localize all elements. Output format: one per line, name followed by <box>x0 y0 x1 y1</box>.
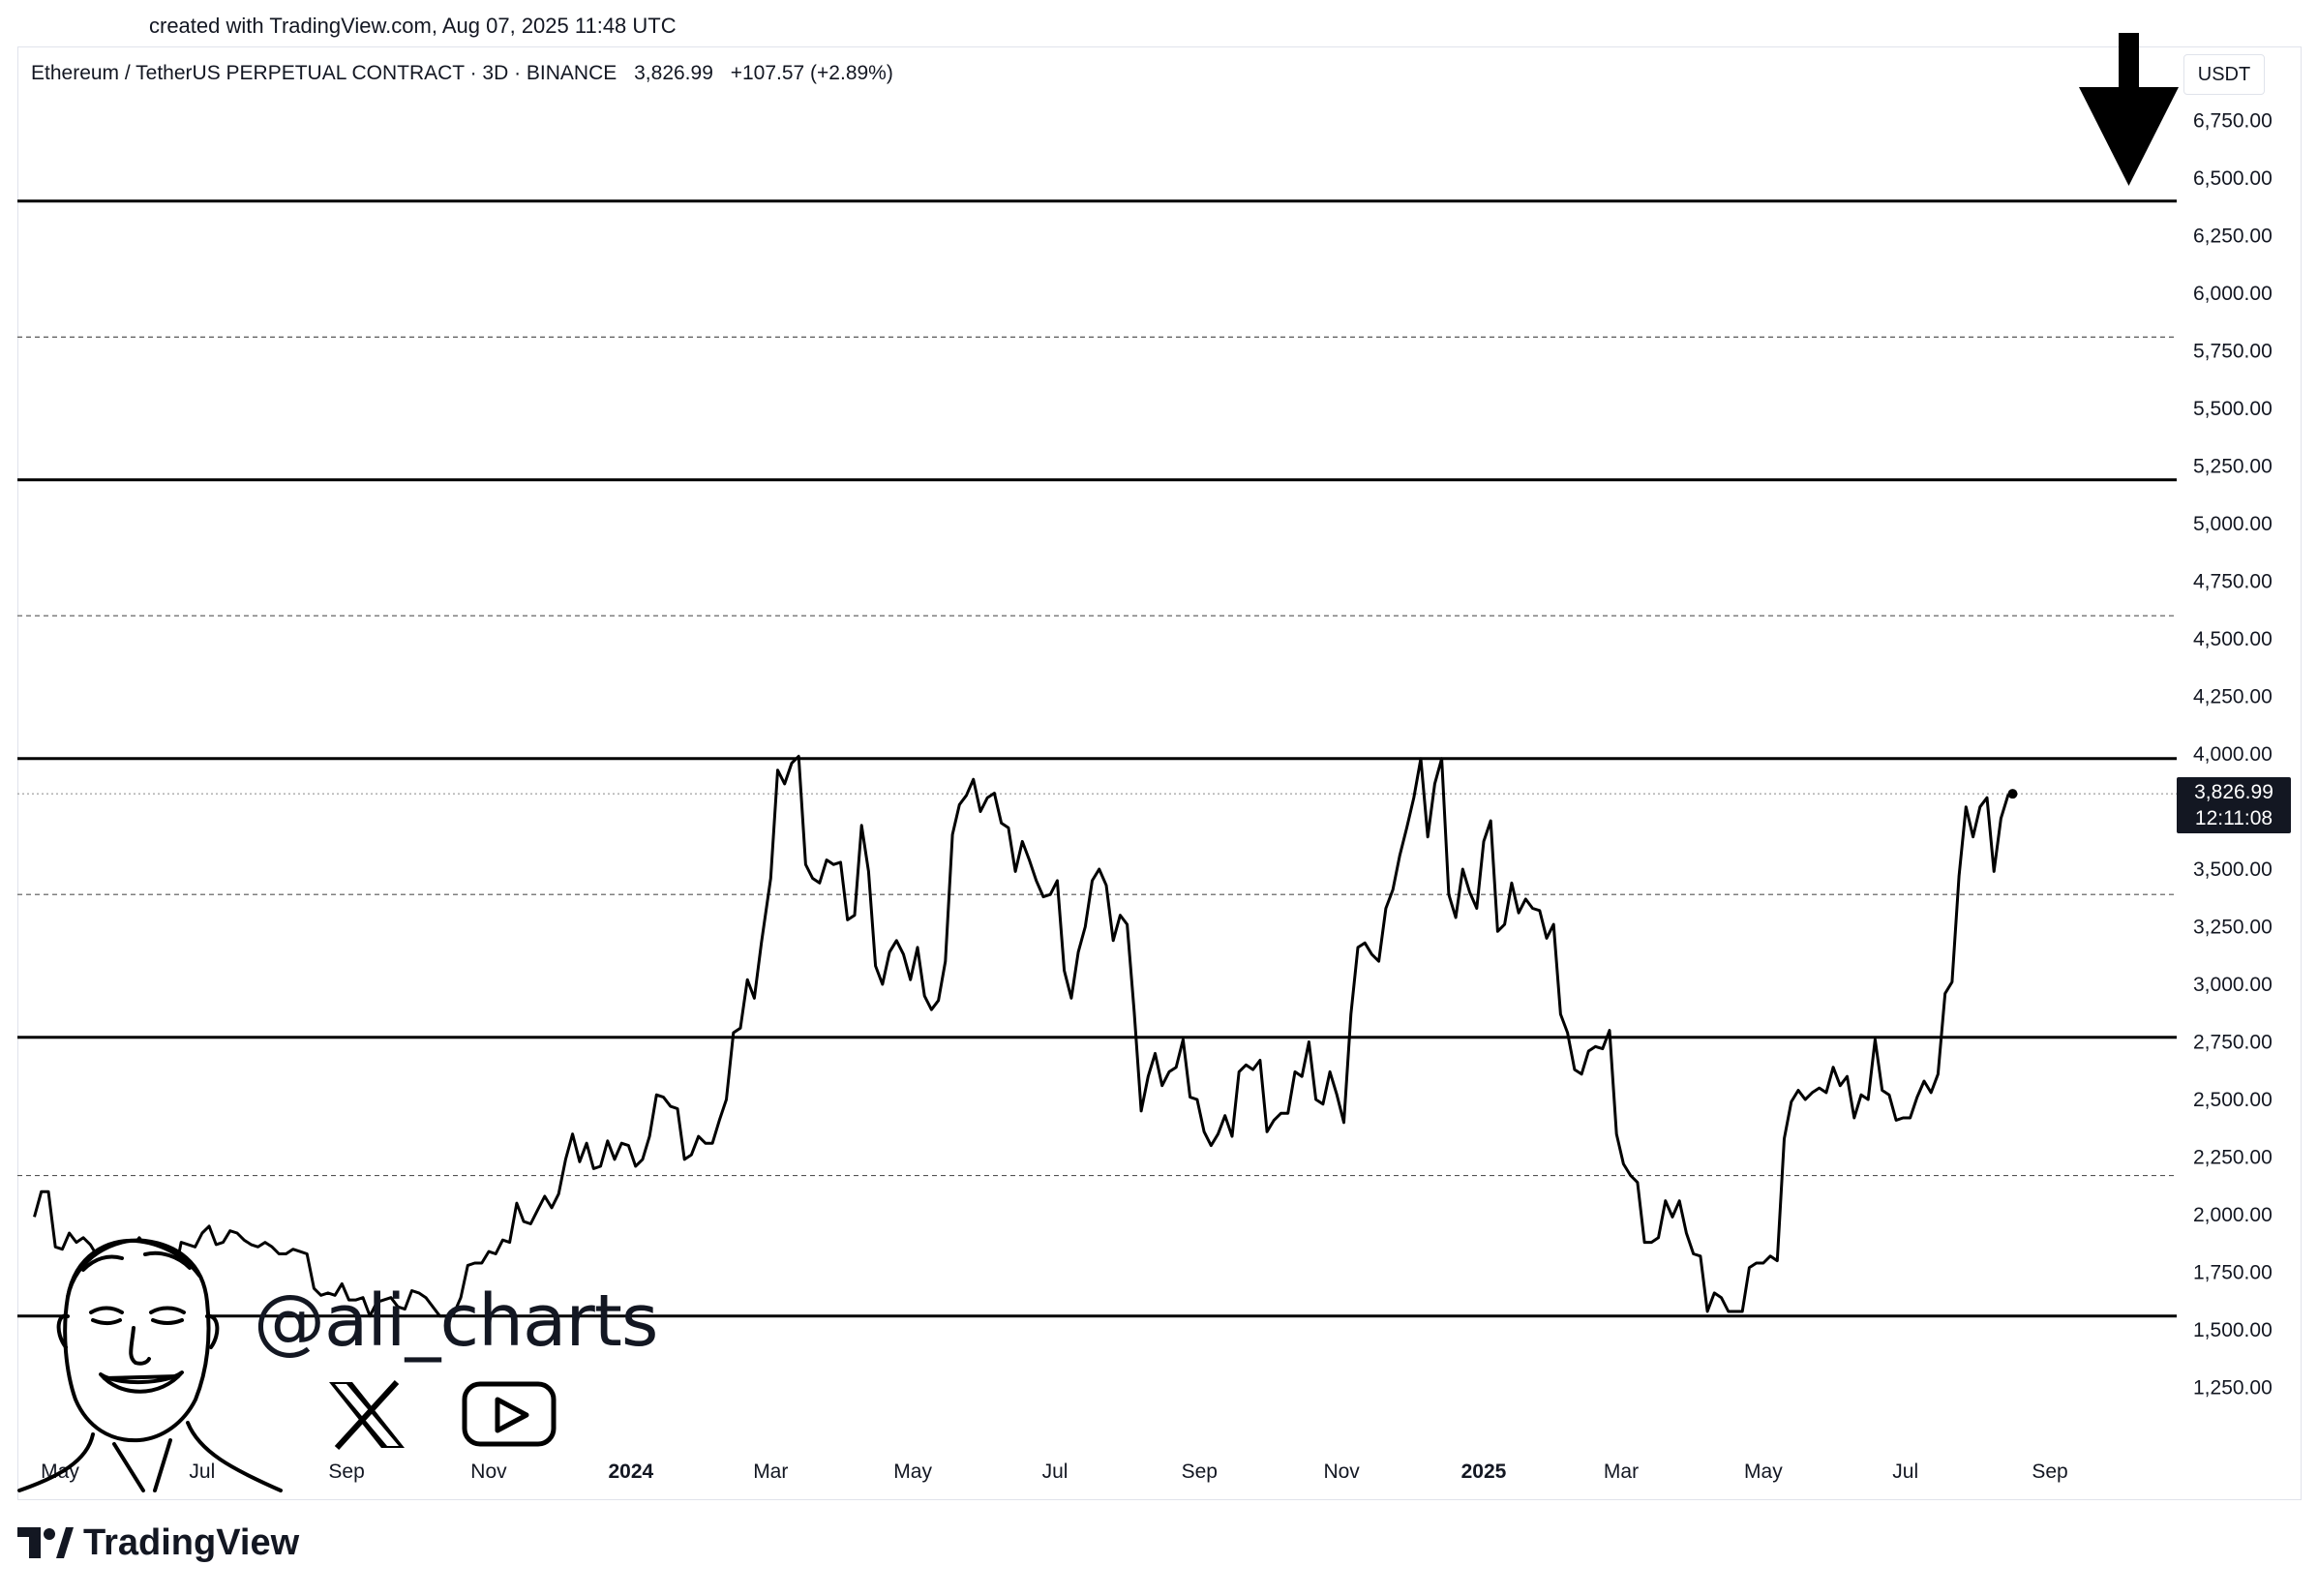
y-tick-label: 5,000.00 <box>2193 513 2273 535</box>
down-arrow-icon <box>2079 33 2179 186</box>
bar-countdown: 12:11:08 <box>2194 807 2273 829</box>
price-series-line[interactable] <box>33 754 2013 1318</box>
chart-frame <box>17 46 2302 1500</box>
y-tick-label: 3,250.00 <box>2193 917 2273 939</box>
tradingview-wordmark: TradingView <box>83 1521 300 1563</box>
x-tick-label: 2025 <box>1461 1460 1507 1483</box>
x-tick-label: May <box>1744 1460 1783 1483</box>
tradingview-mark-icon <box>17 1527 74 1558</box>
last-price-point[interactable] <box>2007 789 2018 799</box>
x-tick-label: Sep <box>1182 1460 1218 1483</box>
price-change: +107.57 (+2.89%) <box>730 62 893 84</box>
created-with-watermark: created with TradingView.com, Aug 07, 20… <box>149 14 677 38</box>
y-tick-label: 5,750.00 <box>2193 341 2273 363</box>
symbol-header[interactable]: Ethereum / TetherUS PERPETUAL CONTRACT ·… <box>31 62 905 85</box>
y-tick-label: 1,250.00 <box>2193 1377 2273 1400</box>
currency-unit-button[interactable]: USDT <box>2183 54 2265 95</box>
x-tick-label: Jul <box>1892 1460 1918 1483</box>
x-tick-label: Mar <box>753 1460 788 1483</box>
symbol-name: Ethereum / TetherUS PERPETUAL CONTRACT ·… <box>31 62 617 84</box>
y-tick-label: 6,750.00 <box>2193 110 2273 133</box>
y-tick-label: 6,500.00 <box>2193 167 2273 190</box>
x-tick-label: May <box>893 1460 932 1483</box>
x-logo-icon[interactable] <box>329 1379 405 1451</box>
y-tick-label: 2,500.00 <box>2193 1089 2273 1111</box>
y-tick-label: 4,000.00 <box>2193 743 2273 766</box>
x-tick-label: Sep <box>328 1460 364 1483</box>
y-tick-label: 1,500.00 <box>2193 1319 2273 1341</box>
x-tick-label: Jul <box>1042 1460 1069 1483</box>
last-price-tag: 3,826.99 12:11:08 <box>2177 777 2291 833</box>
author-handle: @ali_charts <box>254 1280 658 1363</box>
y-tick-label: 5,250.00 <box>2193 456 2273 478</box>
y-tick-label: 2,750.00 <box>2193 1032 2273 1054</box>
x-tick-label: Mar <box>1604 1460 1639 1483</box>
y-tick-label: 5,500.00 <box>2193 398 2273 420</box>
y-tick-label: 6,250.00 <box>2193 226 2273 248</box>
tradingview-logo[interactable]: TradingView <box>17 1521 299 1564</box>
y-tick-label: 3,500.00 <box>2193 858 2273 881</box>
y-tick-label: 3,000.00 <box>2193 974 2273 996</box>
y-tick-label: 4,250.00 <box>2193 686 2273 708</box>
y-tick-label: 4,500.00 <box>2193 628 2273 650</box>
y-tick-label: 6,000.00 <box>2193 283 2273 305</box>
y-tick-label: 1,750.00 <box>2193 1262 2273 1284</box>
last-price-tag-value: 3,826.99 <box>2194 781 2273 803</box>
youtube-icon[interactable] <box>462 1381 557 1447</box>
y-tick-label: 2,250.00 <box>2193 1147 2273 1169</box>
y-tick-label: 4,750.00 <box>2193 571 2273 593</box>
author-portrait-icon <box>17 1238 283 1492</box>
last-price: 3,826.99 <box>634 62 713 84</box>
x-tick-label: Sep <box>2032 1460 2067 1483</box>
x-tick-label: 2024 <box>608 1460 653 1483</box>
x-tick-label: Nov <box>1323 1460 1360 1483</box>
y-tick-label: 2,000.00 <box>2193 1204 2273 1226</box>
x-tick-label: Nov <box>470 1460 507 1483</box>
x-tick-label: Jul <box>189 1460 215 1483</box>
